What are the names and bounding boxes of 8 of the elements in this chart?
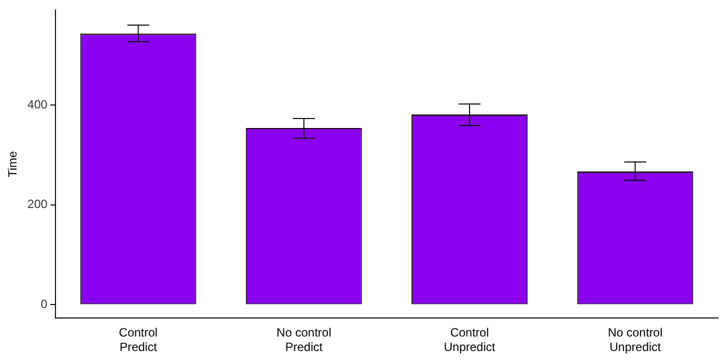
x-tick-label: No control Unpredict xyxy=(608,326,663,354)
x-tick-label: No control Predict xyxy=(276,326,332,354)
y-tick-label: 200 xyxy=(27,197,48,212)
y-axis-title: Time xyxy=(6,150,20,178)
y-tick-label: 0 xyxy=(40,297,48,312)
x-tick-label: Control Unpredict xyxy=(444,326,496,354)
y-tick-label: 400 xyxy=(27,97,48,112)
x-tick-label: Control Predict xyxy=(118,326,158,354)
